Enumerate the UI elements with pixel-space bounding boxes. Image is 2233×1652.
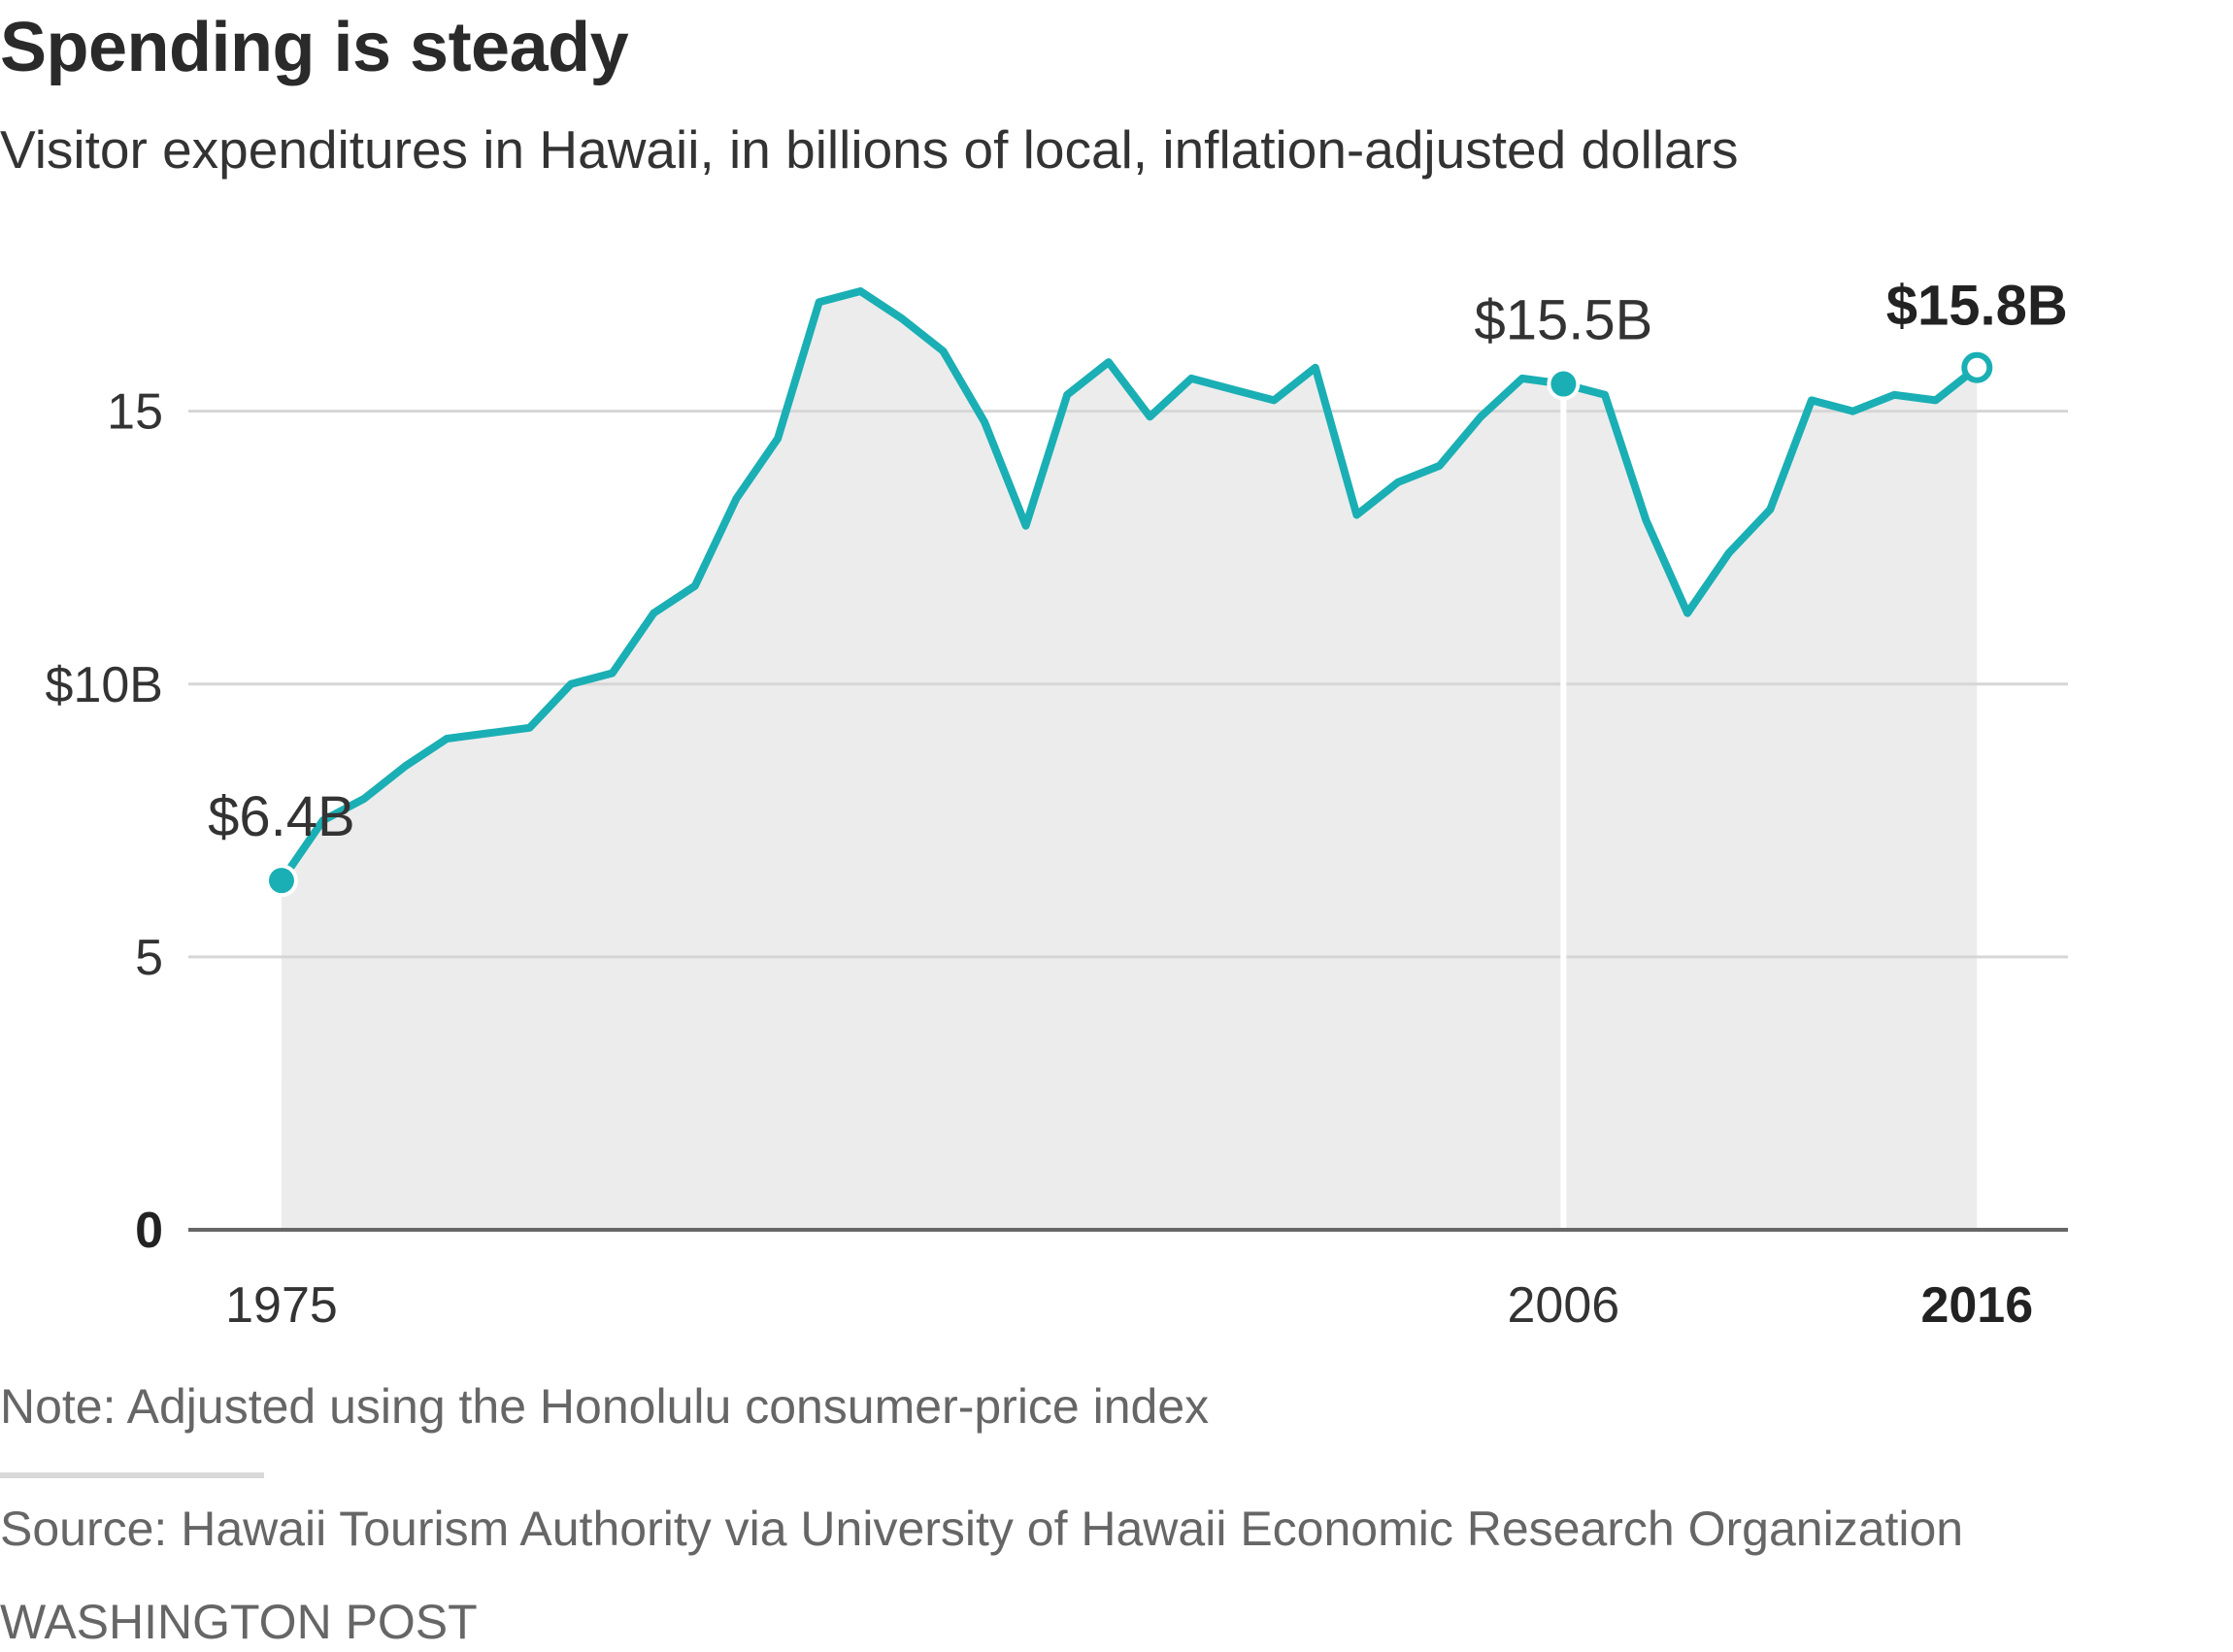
x-tick-label: 2006 <box>1508 1277 1620 1334</box>
divider <box>0 1472 264 1478</box>
x-tick-label: 2016 <box>1920 1277 2033 1334</box>
data-point-2003 <box>1436 462 1444 470</box>
data-point-1987 <box>774 435 782 443</box>
data-point-1996 <box>1146 413 1153 420</box>
series-line <box>278 287 1982 885</box>
data-point-2008 <box>1643 516 1650 524</box>
data-point-2004 <box>1477 413 1484 420</box>
series-area <box>281 291 1978 1230</box>
y-tick-label: 0 <box>135 1203 163 1259</box>
data-point-2014 <box>1890 391 1898 399</box>
data-point-1980 <box>484 729 492 737</box>
data-point-1993 <box>1022 522 1030 530</box>
y-tick-label: $10B <box>46 657 163 713</box>
data-point-2011 <box>1766 506 1774 513</box>
annotation-label-2016: $15.8B <box>1886 275 2068 338</box>
data-point-1991 <box>939 347 947 355</box>
data-point-2007 <box>1601 391 1609 399</box>
data-point-1983 <box>609 670 617 677</box>
data-point-1977 <box>360 795 368 803</box>
data-point-1984 <box>650 610 657 617</box>
data-point-2009 <box>1683 610 1691 617</box>
marker-2016 <box>1961 351 1993 383</box>
data-point-2005 <box>1518 375 1526 382</box>
data-point-2015 <box>1932 396 1940 404</box>
data-point-1989 <box>856 287 864 295</box>
chart-title: Spending is steady <box>0 9 629 86</box>
data-point-1979 <box>443 735 450 743</box>
data-point-1982 <box>567 680 575 688</box>
data-point-1988 <box>816 298 823 306</box>
data-point-1998 <box>1229 385 1237 393</box>
marker-1975 <box>268 868 294 894</box>
data-point-1990 <box>898 314 906 322</box>
data-point-1997 <box>1187 375 1195 382</box>
y-tick-label: 15 <box>107 384 163 441</box>
chart-source: Source: Hawaii Tourism Authority via Uni… <box>0 1502 1964 1556</box>
publisher-credit: WASHINGTON POST <box>0 1595 478 1649</box>
data-point-2000 <box>1312 364 1319 372</box>
data-point-2012 <box>1808 396 1816 404</box>
chart-subtitle: Visitor expenditures in Hawaii, in billi… <box>0 119 1739 180</box>
data-point-1999 <box>1270 396 1278 404</box>
chart-plot: 15 $10B 5 0 1975 2006 2016 $6.4B $15.5B $15.8B <box>46 275 2068 1334</box>
marker-2006 <box>1550 371 1577 397</box>
data-point-2002 <box>1394 479 1402 486</box>
x-tick-label: 1975 <box>225 1277 338 1334</box>
data-point-2001 <box>1352 511 1360 518</box>
data-point-1978 <box>402 762 410 770</box>
data-point-2013 <box>1850 408 1857 415</box>
data-point-1992 <box>981 418 988 426</box>
data-point-1985 <box>691 582 699 590</box>
data-point-1981 <box>526 724 534 732</box>
annotation-label-1975: $6.4B <box>208 785 355 848</box>
data-point-1995 <box>1105 358 1113 366</box>
data-point-2010 <box>1725 549 1733 557</box>
annotation-label-2006: $15.5B <box>1474 289 1652 352</box>
chart-note: Note: Adjusted using the Honolulu consum… <box>0 1379 1210 1434</box>
data-point-1994 <box>1063 391 1071 399</box>
data-point-1986 <box>732 495 740 503</box>
y-tick-label: 5 <box>135 930 163 986</box>
